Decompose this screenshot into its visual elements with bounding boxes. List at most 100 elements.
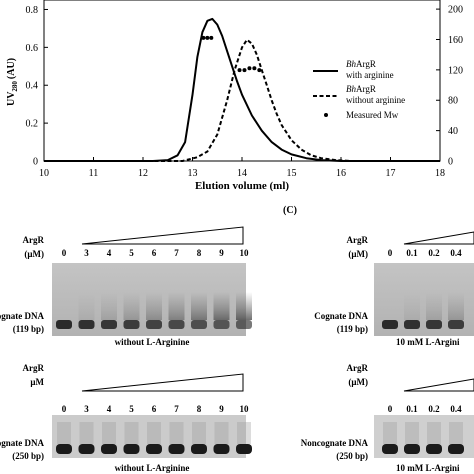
gel-smear (214, 422, 229, 444)
gel-band (56, 444, 72, 454)
gel-smear (426, 292, 442, 320)
lane-label: 0 (388, 404, 393, 414)
gel-band (168, 320, 185, 329)
y-tick-label: 0.6 (26, 43, 39, 54)
gel-band (101, 444, 117, 454)
concentration-wedge (81, 373, 244, 392)
gel-lt-condition: without L-Arginine (115, 337, 190, 347)
gel-band (213, 444, 230, 454)
gel-smear (448, 292, 464, 320)
lane-label: 0.2 (428, 404, 440, 414)
gel-smear (191, 292, 207, 320)
gel-lt-protein: ArgR (23, 235, 45, 245)
x-tick-label: 11 (89, 168, 99, 179)
gel-right-bottom: ArgR (μM) 0 0.1 0.2 0.4 Noncognate DNA (250… (301, 363, 474, 473)
measured-mw-point (257, 68, 262, 73)
gel-smear (405, 422, 419, 444)
lane-label: 3 (84, 248, 89, 258)
gel-left-bottom: ArgR μM 0 3 4 5 6 7 8 9 10 Noncognate DNA (250 b… (0, 363, 252, 473)
measured-mw-point (201, 35, 206, 40)
gel-right-top: ArgR (μM) 0 0.1 0.2 0.4 Cognate DNA (119 bp… (314, 231, 474, 347)
y-tick-label: 0 (33, 157, 38, 168)
gel-lb-dna-label: Noncognate DNA (0, 438, 44, 448)
gel-smear (147, 422, 161, 444)
measured-mw-point (242, 68, 247, 73)
x-tick-label: 12 (138, 168, 148, 179)
gel-band (146, 320, 162, 329)
y-tick-label: 0.4 (26, 81, 39, 92)
gel-smear (124, 422, 139, 444)
x-tick-label: 17 (386, 168, 396, 179)
gel-smear (449, 422, 463, 444)
gel-rb-dna-size: (250 bp) (336, 451, 368, 461)
gel-smear (123, 292, 140, 320)
gel-band (146, 444, 162, 454)
gel-lb-unit: μM (30, 377, 44, 387)
concentration-wedge (403, 231, 474, 245)
gel-band (404, 320, 420, 329)
gel-bands (382, 292, 464, 329)
x-tick-label: 18 (435, 168, 445, 179)
gel-smear (169, 422, 184, 444)
y-axis: 0 0.2 0.4 0.6 0.8 (26, 5, 48, 168)
lane-labels: 0 3 4 5 6 7 8 9 10 (62, 248, 249, 258)
gel-rt-unit: (μM) (348, 249, 368, 259)
gel-smear (383, 422, 397, 444)
gel-smear (78, 292, 95, 320)
gel-band (448, 320, 464, 329)
gel-band (213, 320, 230, 329)
gel-band (191, 320, 207, 329)
lane-label: 7 (174, 404, 179, 414)
gel-lb-protein: ArgR (23, 363, 45, 373)
gel-band (382, 320, 398, 329)
gel-band (168, 444, 185, 454)
measured-mw-point (209, 35, 214, 40)
gel-band (123, 444, 140, 454)
x-axis-label: Elution volume (ml) (195, 180, 289, 192)
gel-rb-condition: 10 mM L-Argini (396, 463, 460, 473)
gel-rb-dna-label: Noncognate DNA (301, 438, 369, 448)
plot-frame (43, 0, 441, 162)
lane-label: 0.2 (428, 248, 440, 258)
lane-label: 0 (62, 248, 67, 258)
y2-tick-label: 200 (448, 5, 463, 16)
gel-rt-protein: ArgR (347, 235, 369, 245)
gel-smear (101, 292, 117, 320)
legend-swatch-dot (324, 113, 328, 117)
y2-tick-label: 0 (448, 157, 453, 168)
lane-label: 5 (129, 404, 134, 414)
lane-label: 9 (219, 248, 224, 258)
gel-band (448, 444, 464, 454)
gel-band (426, 320, 442, 329)
y2-tick-label: 160 (448, 35, 463, 46)
panel-label-c: (C) (283, 205, 297, 216)
x-tick-label: 14 (237, 168, 247, 179)
gel-band (78, 320, 95, 329)
gel-smear (192, 422, 206, 444)
x-tick-label: 13 (188, 168, 198, 179)
concentration-wedge (81, 226, 244, 245)
lane-label: 5 (129, 248, 134, 258)
lane-label: 6 (152, 404, 157, 414)
y2-tick-label: 80 (448, 96, 458, 107)
gel-lt-dna-size: (119 bp) (13, 324, 44, 334)
gel-rb-unit: (μM) (348, 377, 368, 387)
legend-label-2: BhArgR (346, 84, 376, 94)
y-tick-label: 0.8 (26, 5, 39, 16)
y-tick-label: 0.2 (26, 119, 39, 130)
measured-mw-point (247, 66, 252, 71)
y-axis-label-sub: 280 (11, 81, 19, 92)
lane-label: 10 (240, 248, 250, 258)
lane-labels: 0 0.1 0.2 0.4 (388, 404, 462, 414)
gel-band (78, 444, 95, 454)
gel-smear (57, 422, 71, 444)
gel-smear (237, 422, 251, 444)
legend-label-1: BhArgR (346, 59, 376, 69)
gel-bands (56, 292, 252, 329)
legend-label-3: Measured Mw (346, 110, 399, 120)
gel-band (191, 444, 207, 454)
gel-rt-dna-label: Cognate DNA (314, 311, 368, 321)
gel-smear (168, 292, 185, 320)
gel-band (101, 320, 117, 329)
lane-labels: 0 0.1 0.2 0.4 (388, 248, 462, 258)
